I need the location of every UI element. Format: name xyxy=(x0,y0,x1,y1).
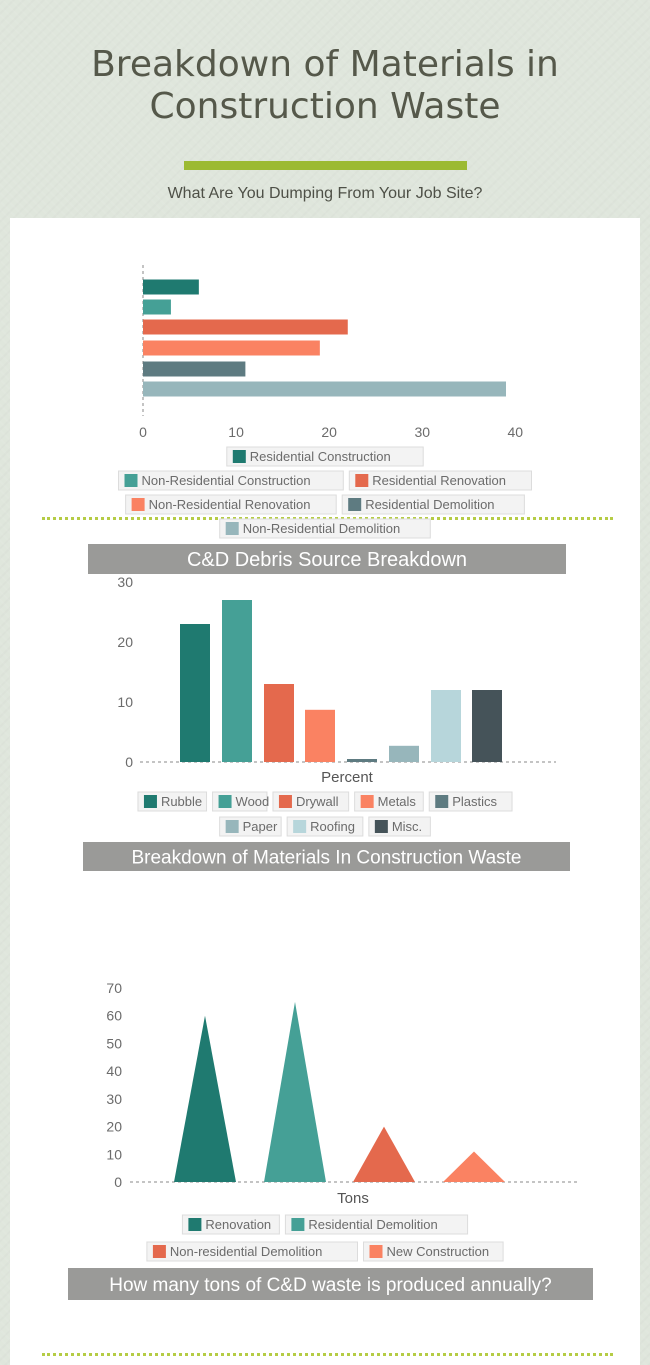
bar-drywall xyxy=(264,684,294,762)
legend-swatch-metals xyxy=(360,795,374,808)
y-tick-label: 20 xyxy=(117,634,133,650)
legend-item-non-residential-renovation xyxy=(125,494,337,515)
legend-label-wood: Wood xyxy=(236,794,270,809)
chart-title-banner xyxy=(83,842,570,871)
legend-swatch-residential-renovation xyxy=(355,474,369,487)
bar-non-residential-demolition xyxy=(143,381,506,397)
y-tick-label: 0 xyxy=(125,754,133,770)
materials-breakdown-chart: 0 10 20 30 Percent Rubble Wood Drywall Metals Pla… xyxy=(83,574,570,871)
bar-plastics xyxy=(347,759,377,762)
legend-item-non-residential-construction xyxy=(118,470,344,491)
legend-label-paper: Paper xyxy=(243,819,278,834)
legend-label-non-residential-renovation: Non-Residential Renovation xyxy=(149,497,311,512)
legend-swatch-plastics xyxy=(435,795,449,808)
legend-swatch-non-residential-demolition xyxy=(152,1245,166,1258)
legend-swatch-wood xyxy=(218,795,232,808)
x-tick-label: 30 xyxy=(414,424,430,440)
y-tick-label: 60 xyxy=(106,1008,122,1024)
bar-non-residential-renovation xyxy=(143,340,320,356)
bar-renovation xyxy=(174,1015,236,1182)
y-tick-label: 10 xyxy=(106,1146,122,1162)
legend-label-residential-demolition: Residential Demolition xyxy=(308,1217,437,1232)
legend-swatch-new-construction xyxy=(369,1245,383,1258)
y-tick-label: 40 xyxy=(106,1063,122,1079)
bar-residential-construction xyxy=(143,279,199,295)
legend-swatch-roofing xyxy=(293,820,307,833)
legend-label-residential-construction: Residential Construction xyxy=(250,449,391,464)
legend-item-new-construction xyxy=(363,1241,504,1262)
legend-swatch-renovation xyxy=(188,1218,202,1231)
bar-wood xyxy=(222,600,252,762)
y-tick-label: 20 xyxy=(106,1119,122,1135)
bar-residential-demolition xyxy=(264,1001,326,1182)
accent-bar xyxy=(184,161,467,170)
x-axis-title: Percent xyxy=(321,769,374,786)
legend-swatch-residential-construction xyxy=(232,450,246,463)
x-axis-title: Tons xyxy=(337,1190,369,1207)
page-title: Breakdown of Materials in Construction W… xyxy=(91,44,559,127)
legend-label-renovation: Renovation xyxy=(205,1217,271,1232)
x-tick-label: 0 xyxy=(139,424,147,440)
chart-title-banner xyxy=(68,1268,593,1300)
x-tick-label: 20 xyxy=(321,424,337,440)
x-tick-label: 40 xyxy=(508,424,524,440)
legend-swatch-drywall xyxy=(278,795,292,808)
bar-metals xyxy=(305,709,335,762)
bar-new-construction xyxy=(443,1151,505,1182)
chart-title: C&D Debris Source Breakdown xyxy=(187,549,467,571)
legend-label-rubble: Rubble xyxy=(161,794,202,809)
legend-swatch-residential-demolition xyxy=(291,1218,305,1231)
legend-swatch-paper xyxy=(225,820,239,833)
legend-swatch-non-residential-renovation xyxy=(131,498,145,511)
chart-title-banner xyxy=(88,544,566,574)
legend-item-residential-construction xyxy=(226,446,424,467)
legend-label-drywall: Drywall xyxy=(296,794,339,809)
legend-item-plastics xyxy=(428,791,513,812)
chart-title: How many tons of C&D waste is produced a… xyxy=(109,1275,552,1296)
x-tick-label: 10 xyxy=(228,424,244,440)
bar-rubble xyxy=(180,624,210,762)
chart-title: Breakdown of Materials In Construction W… xyxy=(131,847,521,868)
legend-label-metals: Metals xyxy=(378,794,417,809)
bar-residential-renovation xyxy=(143,319,348,335)
legend-label-new-construction: New Construction xyxy=(387,1244,490,1259)
y-tick-label: 30 xyxy=(106,1091,122,1107)
y-tick-label: 10 xyxy=(117,694,133,710)
legend-label-misc: Misc. xyxy=(392,819,422,834)
bar-residential-demolition xyxy=(143,361,246,377)
bar-misc xyxy=(472,690,502,762)
legend-item-renovation xyxy=(181,1214,280,1235)
y-tick-label: 70 xyxy=(106,980,122,996)
bar-non-residential-construction xyxy=(143,299,171,315)
legend-item-residential-demolition xyxy=(284,1214,469,1235)
legend-label-non-residential-construction: Non-Residential Construction xyxy=(142,473,311,488)
bar-non-residential-demolition xyxy=(353,1126,415,1182)
legend-item-non-residential-demolition xyxy=(219,518,431,539)
bar-roofing xyxy=(431,690,461,762)
legend-item-residential-demolition xyxy=(341,494,525,515)
y-tick-label: 0 xyxy=(114,1174,122,1190)
legend-swatch-misc xyxy=(374,820,388,833)
legend-swatch-non-residential-demolition xyxy=(225,522,239,535)
legend-item-non-residential-demolition xyxy=(146,1241,358,1262)
legend-label-plastics: Plastics xyxy=(452,794,497,809)
page-subtitle: What Are You Dumping From Your Job Site? xyxy=(167,185,483,202)
legend-label-non-residential-demolition: Non-residential Demolition xyxy=(170,1244,322,1259)
legend-item-residential-renovation xyxy=(348,470,532,491)
legend-label-roofing: Roofing xyxy=(310,819,355,834)
legend-label-residential-demolition: Residential Demolition xyxy=(365,497,494,512)
legend-swatch-non-residential-construction xyxy=(124,474,138,487)
legend-swatch-residential-demolition xyxy=(348,498,362,511)
legend-label-residential-renovation: Residential Renovation xyxy=(372,473,506,488)
y-tick-label: 30 xyxy=(117,574,133,590)
bar-paper xyxy=(389,745,419,762)
debris-source-chart: 0 10 20 30 40 Residential Construction Non-Res… xyxy=(88,265,566,574)
legend-label-non-residential-demolition: Non-Residential Demolition xyxy=(243,521,401,536)
legend-swatch-rubble xyxy=(143,795,157,808)
dotted-divider xyxy=(42,1353,613,1356)
y-tick-label: 50 xyxy=(106,1035,122,1051)
